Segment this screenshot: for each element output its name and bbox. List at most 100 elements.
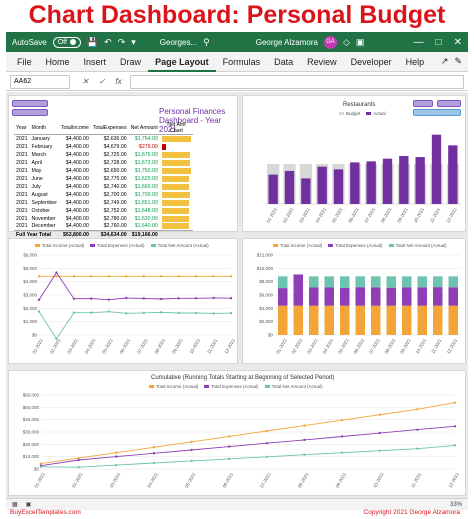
undo-icon[interactable]: ↶ [104, 36, 112, 47]
cell-net: $1,700.00 [134, 191, 158, 198]
worksheet: Personal Finances Dashboard - Year 2021 … [6, 92, 468, 498]
y-tick-label: $30,000 [23, 430, 40, 435]
series-point [77, 458, 80, 462]
actual-bar [399, 156, 409, 204]
tab-formulas[interactable]: Formulas [222, 56, 261, 67]
net-bar [161, 215, 189, 222]
cell-net: $1,640.00 [134, 223, 158, 230]
summary-table: Year Month TotalIncome TotalExpenses Net… [14, 122, 194, 239]
x-tick-label: 05-2021 [337, 337, 350, 354]
comment-icon[interactable]: ✎ [454, 56, 462, 66]
autosave-toggle[interactable]: Off [52, 36, 81, 48]
header-expenses: TotalExpenses [90, 122, 129, 135]
formula-input[interactable] [129, 74, 464, 89]
ribbon-display-icon[interactable]: ▣ [355, 36, 365, 47]
tab-help[interactable]: Help [405, 56, 425, 67]
cell-year: 2021 [16, 159, 28, 166]
x-tick-label: 05-2021 [101, 337, 114, 354]
monthly-line-chart: $0 $1,000 $2,000 $3,000 $4,000 $5,000 $6,000 01… [23, 253, 236, 355]
cell-income: $4,400.00 [65, 135, 89, 142]
save-icon[interactable]: 💾 [86, 36, 99, 47]
cell-year: 2021 [16, 167, 28, 174]
redo-icon[interactable]: ↷ [117, 36, 126, 47]
tab-data[interactable]: Data [274, 56, 294, 67]
stacked-segment [355, 287, 365, 306]
cell-income: $4,400.00 [65, 191, 89, 198]
series-point [453, 444, 457, 447]
avatar[interactable]: GA [323, 35, 337, 49]
panel-button-1[interactable] [12, 100, 48, 107]
tab-file[interactable]: File [17, 56, 32, 67]
series-point [416, 447, 419, 450]
table-header-row: Year Month TotalIncome TotalExpenses Net… [14, 122, 194, 135]
x-tick-label: 09-2021 [396, 206, 409, 223]
x-tick-label: 01-2021 [266, 206, 279, 223]
close-icon[interactable]: ✕ [453, 36, 462, 48]
maximize-icon[interactable]: □ [435, 36, 442, 48]
user-name[interactable]: George Alzamora [255, 37, 318, 47]
series-point [72, 275, 76, 278]
series-point [39, 465, 43, 469]
tab-page-layout[interactable]: Page Layout [148, 52, 216, 72]
cell-income: $4,400.00 [65, 183, 89, 190]
x-tick-label: 02-2021 [49, 337, 62, 354]
cell-month: June [31, 175, 43, 182]
panel-button-3[interactable] [413, 100, 433, 107]
panel-button-5[interactable] [413, 109, 461, 116]
x-tick-label: 01-2021 [31, 337, 44, 354]
cell-expenses: $2,700.00 [103, 191, 127, 198]
y-tick-label: $0 [32, 333, 38, 338]
document-title[interactable]: Georges... [159, 37, 198, 47]
name-box[interactable]: AA62 [10, 74, 70, 89]
x-tick-label: 01-2021 [275, 337, 288, 354]
restaurants-chart: 01-2021 02-2021 03-2021 04-2021 05-2021 06-20… [265, 134, 461, 224]
cell-expenses: $4,679.00 [103, 143, 127, 150]
cell-year: 2021 [16, 175, 28, 182]
series-point [177, 311, 180, 315]
diamond-icon[interactable]: ◇ [342, 36, 350, 47]
page-view-icon[interactable]: ▦ [12, 502, 18, 508]
header-income: TotalIncome [58, 122, 91, 135]
cell-net: $1,660.00 [134, 183, 158, 190]
series-point [340, 418, 344, 422]
cell-net: -$279.00 [137, 143, 158, 150]
share-icon[interactable]: ↗ [440, 56, 449, 66]
series-point [159, 297, 163, 301]
stacked-segment [433, 276, 443, 288]
tab-developer[interactable]: Developer [350, 56, 392, 67]
chevron-down-icon[interactable]: ▾ [131, 36, 136, 47]
tab-draw[interactable]: Draw [120, 56, 142, 67]
cell-expenses: $2,775.00 [103, 175, 127, 182]
series-point [303, 438, 306, 442]
tab-home[interactable]: Home [45, 56, 70, 67]
enter-icon[interactable]: ✓ [98, 77, 106, 86]
series-point [212, 312, 215, 315]
cumulative-panel: Cumulative (Running Totals Starting at B… [8, 370, 466, 496]
series-point [177, 275, 180, 278]
layout-view-icon[interactable]: ▣ [25, 502, 32, 508]
legend-net-3: Total Net Amount (Actual) [264, 384, 323, 389]
zoom-level[interactable]: 33% [449, 501, 462, 508]
panel-button-2[interactable] [12, 109, 48, 116]
x-tick-label: 10-2021 [188, 337, 201, 354]
minimize-icon[interactable]: — [413, 36, 424, 48]
panel-button-4[interactable] [437, 100, 461, 107]
x-tick-label: 03-2021 [66, 337, 79, 354]
tab-insert[interactable]: Insert [83, 56, 107, 67]
series-point [72, 311, 76, 314]
cancel-icon[interactable]: ✕ [82, 77, 89, 86]
actual-bar [431, 134, 442, 204]
x-tick-label: 06-2021 [353, 337, 366, 354]
x-tick-label: 03-2021 [306, 337, 319, 354]
stacked-segment [355, 276, 365, 288]
search-icon[interactable]: ⚲ [203, 36, 210, 47]
series-point [177, 297, 180, 300]
tab-review[interactable]: Review [307, 56, 337, 67]
fx-icon[interactable]: fx [115, 77, 122, 86]
cell-expenses: $2,650.00 [103, 167, 127, 174]
series-point [125, 312, 128, 315]
legend-income: Total Income (Actual) [35, 243, 84, 248]
stacked-segment [417, 287, 427, 306]
title-bar: AutoSave Off 💾 ↶ ↷ ▾ Georges... ⚲ George… [6, 32, 468, 52]
cell-year: 2021 [16, 135, 28, 142]
